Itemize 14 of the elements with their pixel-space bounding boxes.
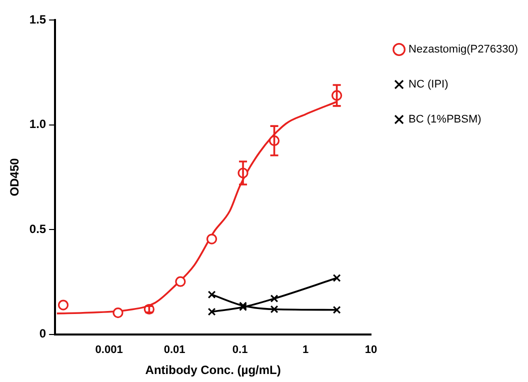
x-axis-title: Antibody Conc. (µg/mL) (145, 363, 281, 378)
legend-label: BC (1%PBSM) (408, 114, 482, 126)
y-tick-label: 1.0 (29, 117, 46, 132)
x-tick-label: 0.01 (164, 344, 186, 356)
y-tick-label: 0.5 (29, 222, 46, 236)
legend-label: NC (IPI) (408, 78, 448, 91)
x-tick-label: 0.1 (232, 344, 248, 356)
x-tick-label: 1 (302, 344, 309, 356)
y-axis-title: OD450 (8, 158, 22, 196)
y-tick-label: 1.5 (29, 12, 46, 26)
y-tick-label: 0 (39, 326, 46, 341)
x-tick-label: 10 (364, 344, 378, 356)
x-tick-label: 0.001 (95, 344, 123, 356)
legend-label: Nezastomig(P276330) (408, 44, 518, 56)
